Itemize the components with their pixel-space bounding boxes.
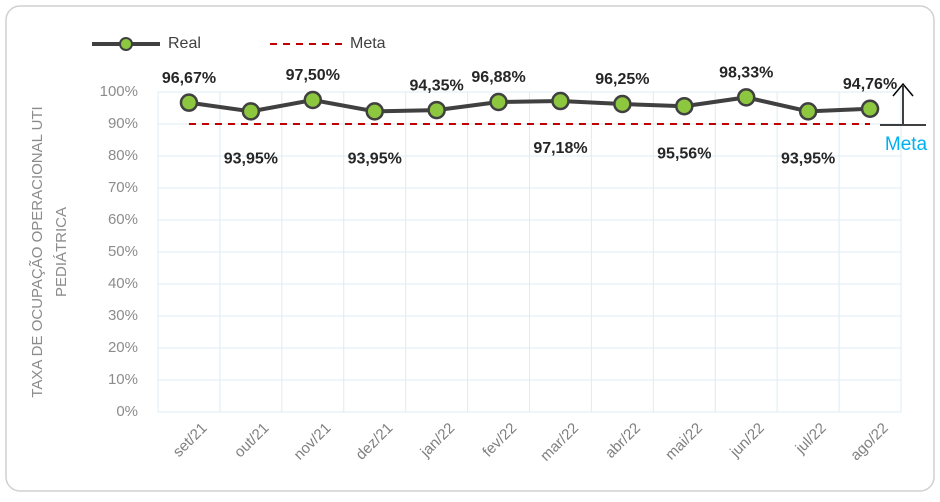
y-tick-label: 10% (108, 371, 138, 388)
data-label: 98,33% (719, 65, 773, 82)
point (489, 92, 508, 112)
card (5, 5, 935, 492)
data-label: 94,76% (843, 76, 897, 93)
point (736, 88, 756, 107)
y-tick-label: 30% (108, 307, 138, 324)
y-axis-title: TAXA DE OCUPAÇÃO OPERACIONAL UTI (29, 106, 46, 397)
y-tick-label: 60% (108, 211, 138, 228)
data-label: 96,67% (162, 70, 216, 87)
point (179, 93, 199, 112)
data-label: 97,50% (286, 67, 340, 84)
point (365, 102, 384, 121)
y-tick-label: 80% (108, 147, 138, 164)
series-line (188, 95, 871, 114)
y-tick-label: 100% (100, 83, 138, 100)
y-tick-label: 20% (108, 339, 138, 356)
point (613, 94, 632, 114)
y-tick-label: 50% (108, 243, 138, 260)
point (675, 96, 694, 116)
data-label: 94,35% (409, 77, 463, 94)
y-tick-label: 90% (108, 115, 138, 132)
data-label: 97,18% (533, 140, 587, 157)
legend-label: Real (168, 35, 201, 52)
point (303, 90, 323, 110)
point (551, 91, 570, 111)
data-label: 96,25% (595, 71, 649, 88)
y-tick-label: 0% (116, 403, 138, 420)
data-label: 93,95% (781, 151, 835, 168)
data-label: 96,88% (471, 69, 525, 86)
point (860, 99, 880, 119)
legend-label: Meta (350, 35, 386, 52)
data-label: 93,95% (348, 151, 402, 168)
data-label: 95,56% (657, 145, 711, 162)
point (241, 102, 261, 121)
point (798, 102, 818, 121)
annotation-arrow-head (892, 82, 914, 97)
annotation: Meta (885, 134, 928, 155)
data-label: 93,95% (224, 151, 278, 168)
y-tick-label: 40% (108, 275, 138, 292)
legend-marker (119, 37, 133, 51)
y-tick-label: 70% (108, 179, 138, 196)
point (427, 100, 446, 120)
y-axis-title: PEDIÁTRICA (53, 207, 70, 297)
